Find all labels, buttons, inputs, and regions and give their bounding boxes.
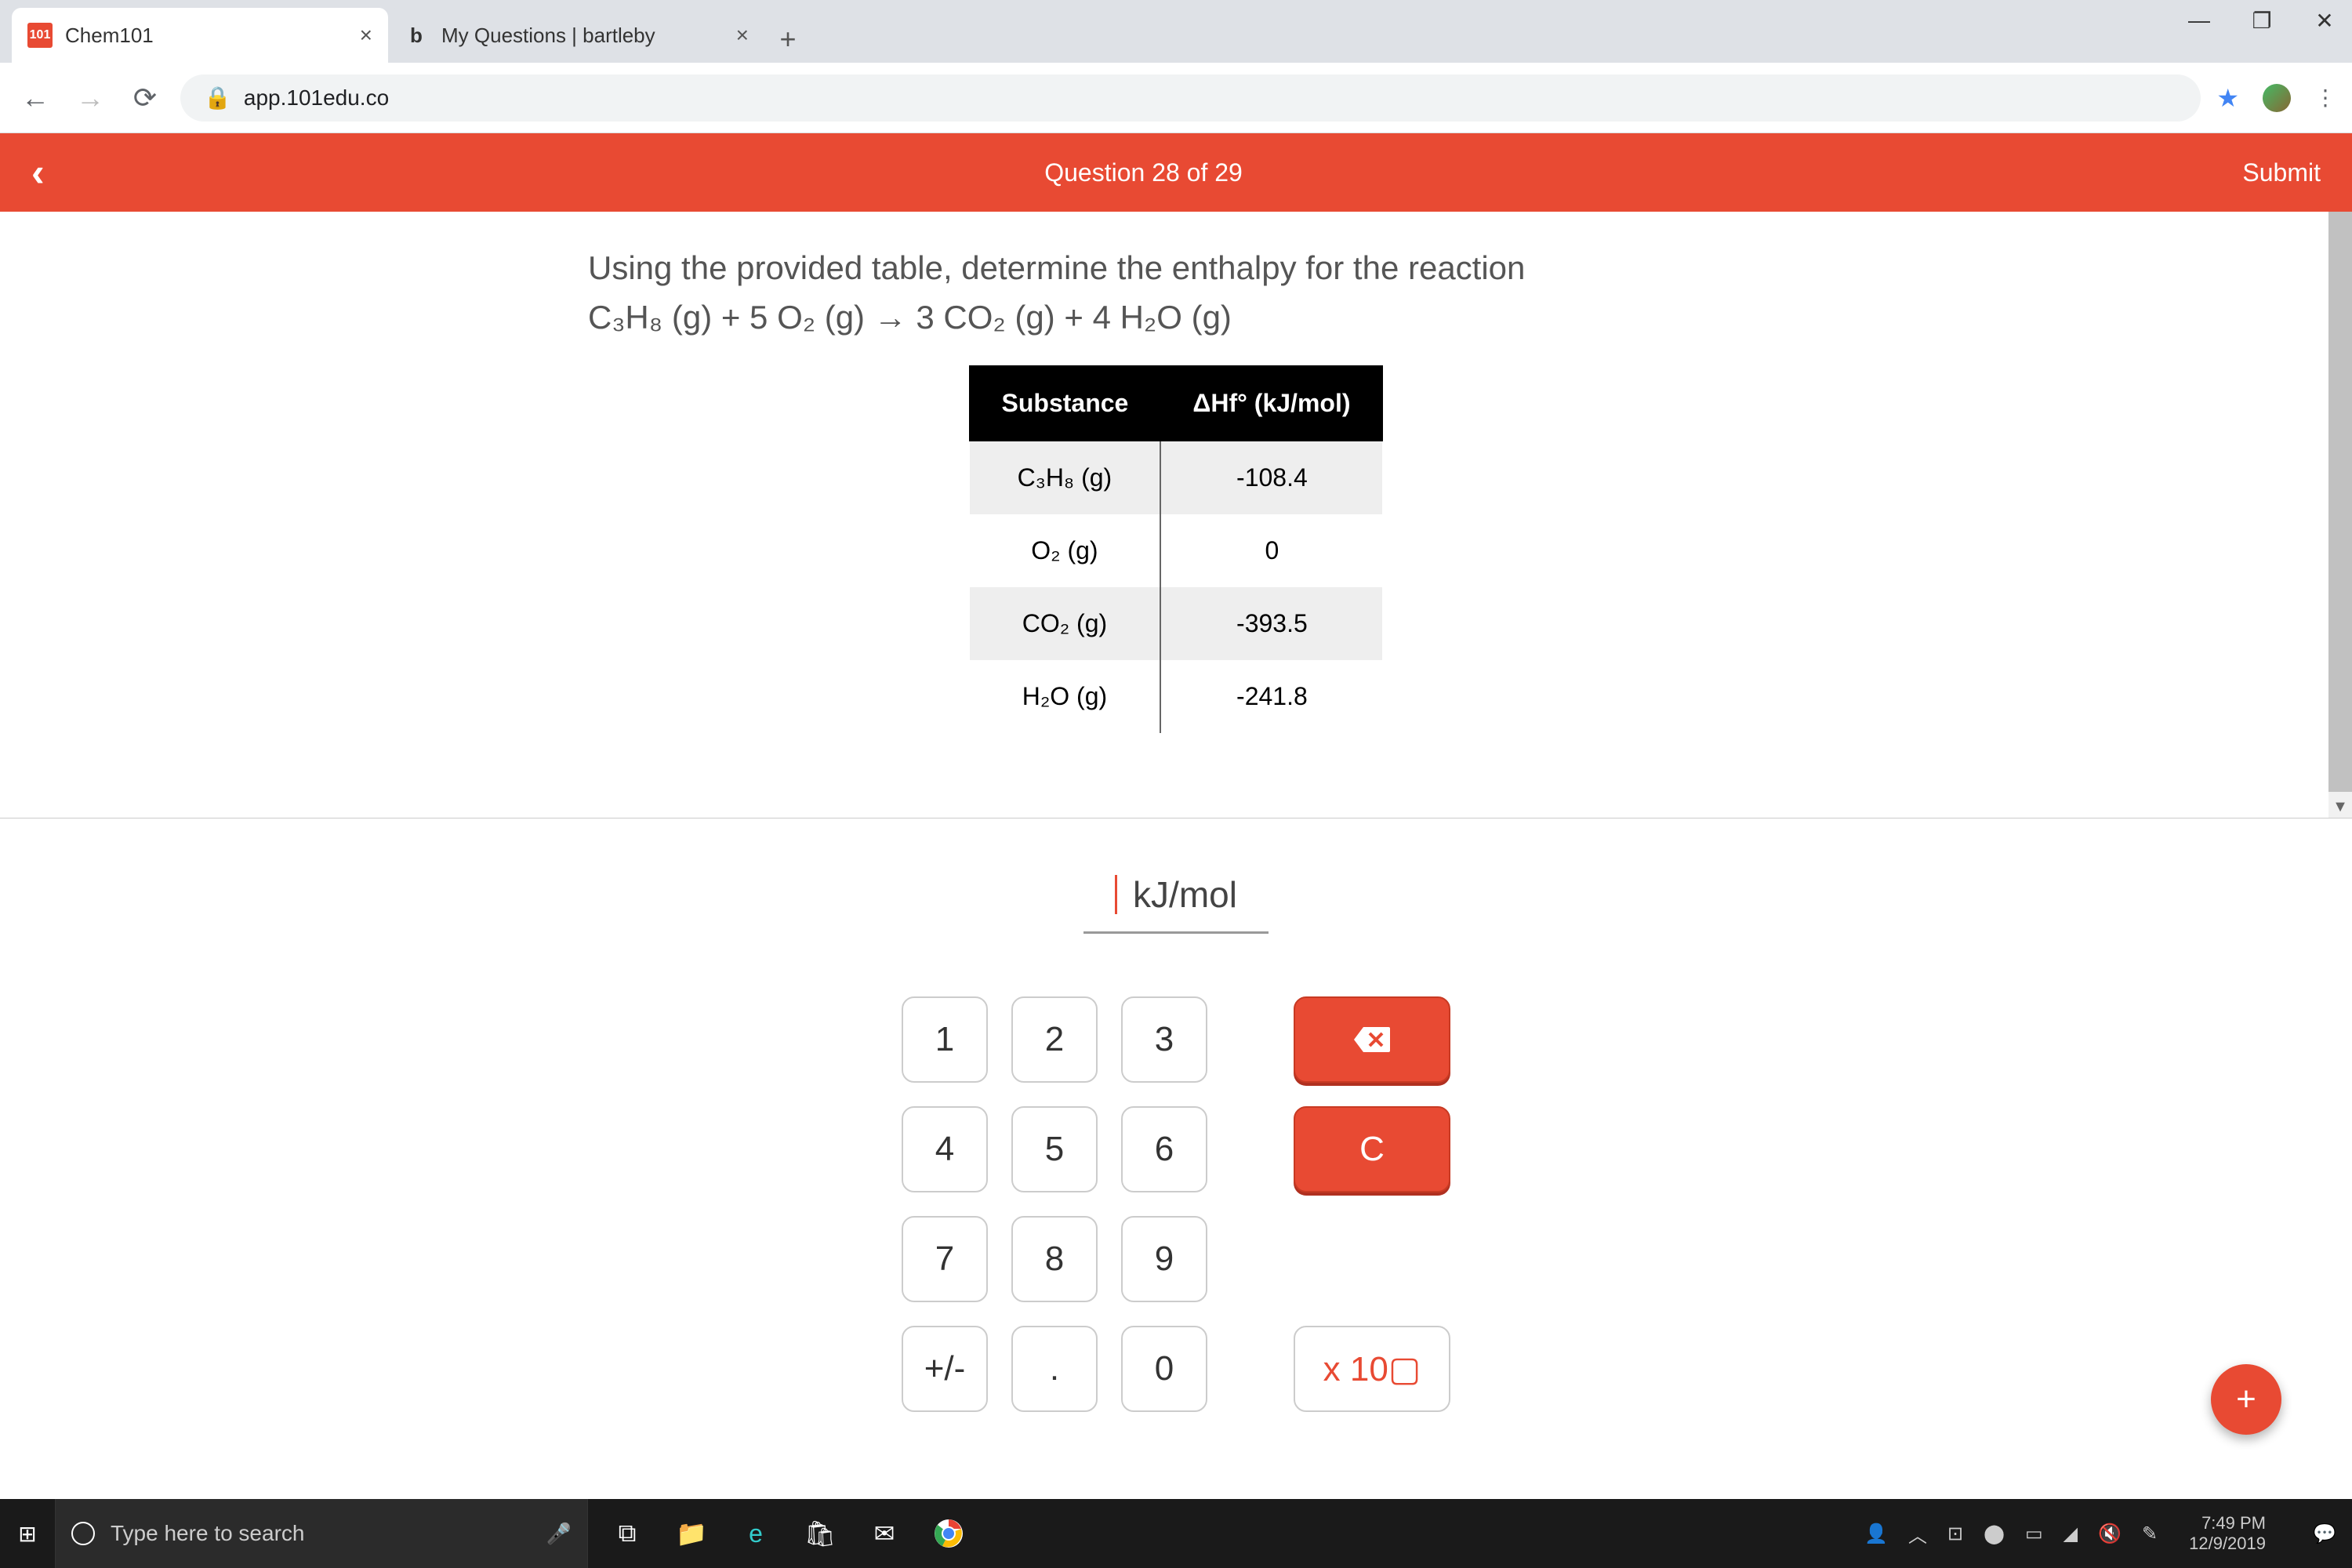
back-icon[interactable]: ← xyxy=(16,82,55,114)
taskbar-apps: ⧉ 📁 e 🛍 ✉ xyxy=(588,1499,980,1568)
table-header: Substance xyxy=(970,366,1161,441)
scroll-down-icon[interactable]: ▼ xyxy=(2332,798,2349,816)
window-controls: — ❐ ✕ xyxy=(2183,8,2340,34)
enthalpy-table: Substance ΔHf° (kJ/mol) C₃H₈ (g)-108.4 O… xyxy=(969,365,1384,733)
lock-icon: 🔒 xyxy=(204,85,231,111)
menu-icon[interactable]: ⋮ xyxy=(2314,85,2336,111)
new-tab-button[interactable]: + xyxy=(764,16,811,63)
scroll-thumb[interactable] xyxy=(2328,212,2352,792)
browser-chrome: 101 Chem101 × b My Questions | bartleby … xyxy=(0,0,2352,133)
mic-icon[interactable]: 🎤 xyxy=(546,1522,572,1546)
tab-title: My Questions | bartleby xyxy=(441,24,655,48)
pen-icon[interactable]: ✎ xyxy=(2142,1523,2158,1545)
question-content: Using the provided table, determine the … xyxy=(0,212,2352,818)
table-header: ΔHf° (kJ/mol) xyxy=(1160,366,1382,441)
store-icon[interactable]: 🛍 xyxy=(789,1499,851,1568)
key-4[interactable]: 4 xyxy=(902,1106,988,1192)
url-text: app.101edu.co xyxy=(244,85,389,111)
key-2[interactable]: 2 xyxy=(1011,996,1098,1083)
edge-icon[interactable]: e xyxy=(724,1499,787,1568)
scrollbar[interactable]: ▲ ▼ xyxy=(2328,212,2352,818)
mail-icon[interactable]: ✉ xyxy=(853,1499,916,1568)
taskbar: ⊞ Type here to search 🎤 ⧉ 📁 e 🛍 ✉ 👤 ︿ ⊡ … xyxy=(0,1499,2352,1568)
chrome-icon[interactable] xyxy=(917,1499,980,1568)
keypad: 1 2 3 4 5 6 C 7 8 9 +/- . 0 x 10▢ xyxy=(902,996,1450,1412)
key-7[interactable]: 7 xyxy=(902,1216,988,1302)
key-decimal[interactable]: . xyxy=(1011,1326,1098,1412)
minimize-icon[interactable]: — xyxy=(2183,8,2215,34)
key-8[interactable]: 8 xyxy=(1011,1216,1098,1302)
app-header: ‹ Question 28 of 29 Submit xyxy=(0,133,2352,212)
table-row: O₂ (g)0 xyxy=(970,514,1383,587)
fab-add-button[interactable]: + xyxy=(2211,1364,2281,1435)
search-icon xyxy=(71,1522,95,1545)
tab-bar: 101 Chem101 × b My Questions | bartleby … xyxy=(0,0,2352,63)
exponent-button[interactable]: x 10▢ xyxy=(1294,1326,1450,1412)
tray-chevron-icon[interactable]: ︿ xyxy=(1908,1520,1927,1548)
table-row: CO₂ (g)-393.5 xyxy=(970,587,1383,660)
tab-title: Chem101 xyxy=(65,24,154,48)
clock[interactable]: 7:49 PM 12/9/2019 xyxy=(2178,1513,2277,1555)
answer-input[interactable]: kJ/mol xyxy=(1083,866,1269,934)
answer-area: kJ/mol 1 2 3 4 5 6 C 7 8 9 +/- . 0 x 10▢ xyxy=(0,818,2352,1412)
favicon-101: 101 xyxy=(27,23,53,48)
battery-icon[interactable]: ▭ xyxy=(2025,1523,2043,1545)
key-1[interactable]: 1 xyxy=(902,996,988,1083)
submit-button[interactable]: Submit xyxy=(2242,158,2321,187)
table-row: H₂O (g)-241.8 xyxy=(970,660,1383,733)
key-0[interactable]: 0 xyxy=(1121,1326,1207,1412)
address-bar: ← → ⟳ 🔒 app.101edu.co ★ ⋮ xyxy=(0,63,2352,133)
close-icon[interactable]: × xyxy=(360,23,372,48)
wifi-icon[interactable]: ◢ xyxy=(2063,1523,2078,1545)
key-6[interactable]: 6 xyxy=(1121,1106,1207,1192)
backspace-button[interactable] xyxy=(1294,996,1450,1083)
volume-icon[interactable]: 🔇 xyxy=(2098,1523,2122,1545)
reload-icon[interactable]: ⟳ xyxy=(125,82,165,114)
taskbar-search[interactable]: Type here to search 🎤 xyxy=(55,1499,588,1568)
favicon-b: b xyxy=(404,23,429,48)
people-icon[interactable]: 👤 xyxy=(1864,1523,1888,1545)
start-button[interactable]: ⊞ xyxy=(0,1521,55,1547)
update-icon[interactable]: ⊡ xyxy=(1947,1523,1963,1545)
search-placeholder: Type here to search xyxy=(111,1521,304,1546)
file-explorer-icon[interactable]: 📁 xyxy=(660,1499,723,1568)
security-icon[interactable]: ⬤ xyxy=(1984,1523,2005,1545)
key-9[interactable]: 9 xyxy=(1121,1216,1207,1302)
close-icon[interactable]: × xyxy=(736,23,749,48)
bookmark-icon[interactable]: ★ xyxy=(2216,83,2239,113)
tab-bartleby[interactable]: b My Questions | bartleby × xyxy=(388,8,764,63)
task-view-icon[interactable]: ⧉ xyxy=(596,1499,659,1568)
key-3[interactable]: 3 xyxy=(1121,996,1207,1083)
backspace-icon xyxy=(1352,1025,1392,1054)
question-prompt: Using the provided table, determine the … xyxy=(588,243,1764,342)
maximize-icon[interactable]: ❐ xyxy=(2246,8,2278,34)
table-row: C₃H₈ (g)-108.4 xyxy=(970,441,1383,514)
question-counter: Question 28 of 29 xyxy=(45,158,2243,187)
clear-button[interactable]: C xyxy=(1294,1106,1450,1192)
tab-chem101[interactable]: 101 Chem101 × xyxy=(12,8,388,63)
url-input[interactable]: 🔒 app.101edu.co xyxy=(180,74,2201,122)
key-sign[interactable]: +/- xyxy=(902,1326,988,1412)
answer-unit: kJ/mol xyxy=(1133,873,1237,916)
back-button[interactable]: ‹ xyxy=(31,150,45,195)
key-5[interactable]: 5 xyxy=(1011,1106,1098,1192)
close-window-icon[interactable]: ✕ xyxy=(2309,8,2340,34)
notifications-icon[interactable]: 💬 xyxy=(2297,1499,2352,1568)
system-tray: 👤 ︿ ⊡ ⬤ ▭ ◢ 🔇 ✎ 7:49 PM 12/9/2019 💬 xyxy=(1864,1499,2352,1568)
input-cursor xyxy=(1115,875,1117,914)
profile-avatar[interactable] xyxy=(2263,84,2291,112)
forward-icon[interactable]: → xyxy=(71,82,110,114)
